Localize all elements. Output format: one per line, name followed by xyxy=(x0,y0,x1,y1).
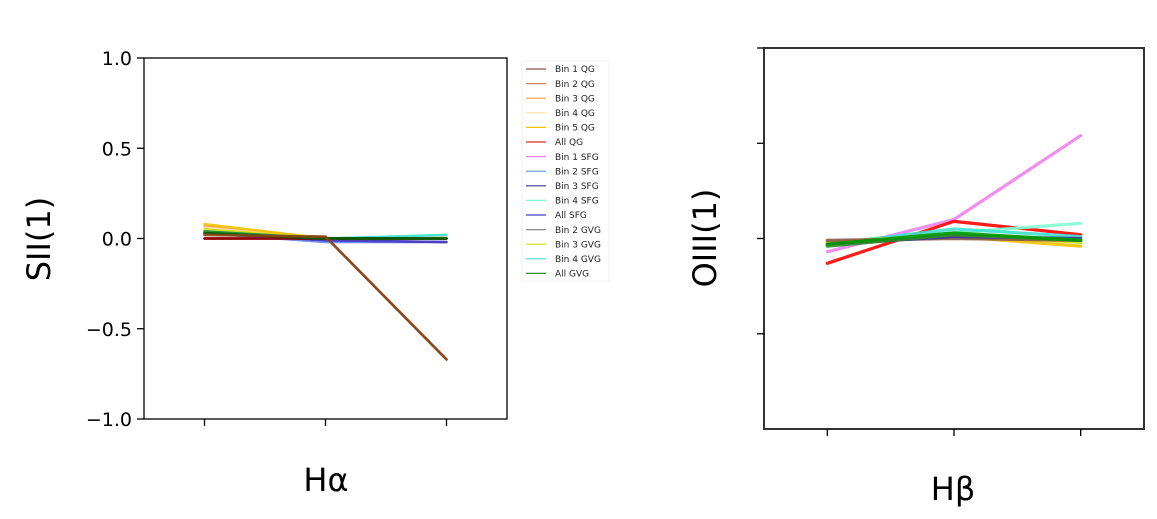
legend-label-1: Bin 1 QG xyxy=(555,65,595,75)
left-overlay-line-3 xyxy=(203,233,448,361)
left-y-tick-label-5: −1.0 xyxy=(86,409,132,431)
right-series-group xyxy=(825,134,1083,265)
legend-label-6: All QG xyxy=(555,138,583,148)
legend-label-3: Bin 3 QG xyxy=(555,94,595,104)
left-series-line-1 xyxy=(203,231,448,361)
legend-label-10: Bin 4 SFG xyxy=(555,197,599,207)
legend-label-11: All SFG xyxy=(555,211,587,221)
right-series-line-2 xyxy=(825,219,1083,265)
right-series-line-10 xyxy=(825,231,1083,246)
left-y-tick-label-4: −0.5 xyxy=(86,319,132,341)
left-y-tick-label-3: 0.0 xyxy=(102,229,132,251)
right-x-axis-label: Hβ xyxy=(931,470,975,508)
legend-label-14: Bin 4 GVG xyxy=(555,255,601,265)
right-chart: Hβ OIII(1) xyxy=(686,47,1145,508)
legend-label-7: Bin 1 SFG xyxy=(555,153,599,163)
right-y-axis-label: OIII(1) xyxy=(686,189,724,288)
legend-label-8: Bin 2 SFG xyxy=(555,167,599,177)
legend-label-12: Bin 2 GVG xyxy=(555,226,601,236)
left-chart: 1.0 0.5 0.0 −0.5 −1.0 Hα SII(1) xyxy=(20,48,508,499)
legend-label-5: Bin 5 QG xyxy=(555,124,595,134)
legend-label-2: Bin 2 QG xyxy=(555,80,595,90)
left-ticks-group: 1.0 0.5 0.0 −0.5 −1.0 xyxy=(86,48,448,431)
legend-label-15: All GVG xyxy=(555,270,589,280)
right-ticks-group xyxy=(757,47,1082,436)
legend: Bin 1 QG Bin 2 QG Bin 3 QG Bin 4 QG Bin 5 QG… xyxy=(521,60,610,282)
legend-label-4: Bin 4 QG xyxy=(555,109,595,119)
left-y-tick-label-2: 0.5 xyxy=(102,138,132,160)
legend-label-13: Bin 3 GVG xyxy=(555,240,601,250)
legend-items-group: Bin 1 QG Bin 2 QG Bin 3 QG Bin 4 QG Bin 5 QG… xyxy=(526,65,601,280)
legend-label-9: Bin 3 SFG xyxy=(555,182,599,192)
left-series-group xyxy=(203,222,448,361)
left-y-axis-label: SII(1) xyxy=(20,197,58,282)
left-x-axis-label: Hα xyxy=(303,461,348,499)
left-y-tick-label-1: 1.0 xyxy=(102,48,132,70)
